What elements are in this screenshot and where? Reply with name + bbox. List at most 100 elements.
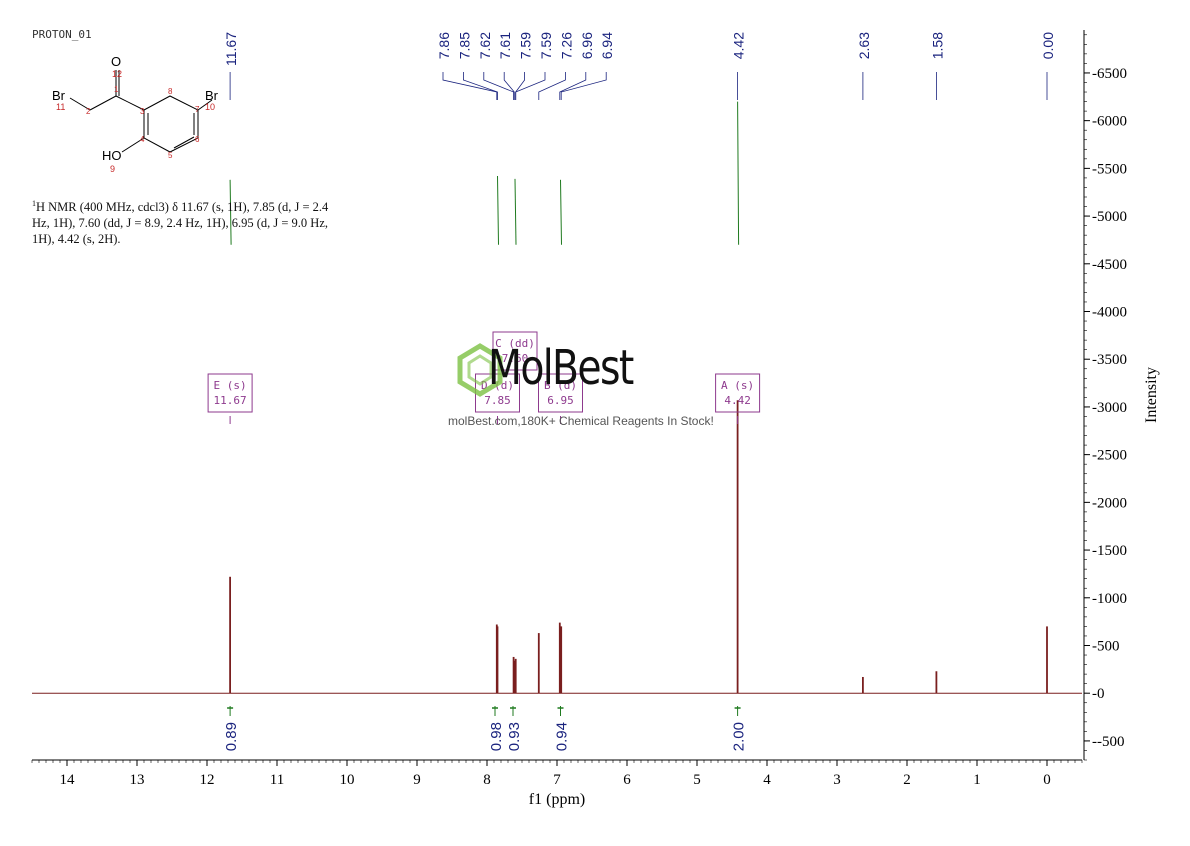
multiplet-shift: 4.42 — [724, 394, 751, 407]
peak-label: 2.63 — [856, 32, 872, 59]
multiplet-label: E (s) — [214, 379, 247, 392]
peak-label: 7.86 — [436, 32, 452, 59]
atom-number: 9 — [110, 164, 115, 174]
x-tick-label: 13 — [130, 772, 145, 788]
atom-label: Br — [205, 88, 219, 103]
integral-curve — [229, 179, 232, 245]
peak-labels-layer: 11.67 7.86 7.85 7.62 7.61 7.59 7.59 7.26 6.96 6.9… — [223, 32, 1056, 100]
integral-curve — [497, 175, 499, 245]
carbon-number: 4 — [140, 135, 145, 144]
peak-label-leader — [483, 72, 514, 100]
multiplet-label: B (d) — [544, 379, 577, 392]
atom-number: 10 — [205, 102, 215, 112]
multiplet-shift: 6.95 — [547, 394, 574, 407]
peak-label: 11.67 — [223, 32, 239, 66]
watermark-brand: MolBest — [488, 340, 634, 396]
peak-label: 1.58 — [929, 32, 945, 59]
y-axis-label: Intensity — [1143, 367, 1160, 423]
peak-label: 6.96 — [579, 32, 595, 59]
integral-value: 0.89 — [223, 722, 240, 751]
integral-value: 2.00 — [731, 722, 748, 751]
x-tick-label: 14 — [60, 772, 76, 788]
y-tick-label: -5500 — [1092, 161, 1127, 177]
atom-label: Br — [52, 88, 66, 103]
spectrum-layer — [32, 400, 1082, 694]
nmr-summary-text: 1H NMR (400 MHz, cdcl3) δ 11.67 (s, 1H),… — [32, 196, 342, 247]
multiplet-box — [207, 373, 253, 413]
atom-number: 11 — [56, 102, 65, 112]
y-tick-label: -0 — [1092, 686, 1105, 702]
carbon-number: 1 — [114, 85, 119, 94]
multiplet-label: C (dd) — [495, 337, 535, 350]
peak-label: 7.59 — [538, 32, 554, 59]
peak-label-leader — [559, 72, 587, 100]
carbon-number: 6 — [195, 135, 200, 144]
x-tick-label: 0 — [1043, 772, 1051, 788]
watermark-tagline: molBest.com,180K+ Chemical Reagents In S… — [448, 414, 714, 428]
x-tick-label: 11 — [270, 772, 284, 788]
axes-layer: 14 13 12 11 10 9 8 7 6 5 4 3 2 1 0f1 (ppm)--500-0-500-… — [31, 30, 1160, 808]
peak-label: 7.85 — [456, 32, 472, 59]
x-tick-label: 9 — [413, 772, 421, 788]
carbon-number: 7 — [195, 105, 200, 114]
multiplet-shift: 11.67 — [214, 394, 247, 407]
peak-label: 7.59 — [518, 32, 534, 59]
multiplet-label: A (s) — [721, 379, 754, 392]
watermark-logo-icon — [457, 343, 503, 397]
integral-value: 0.94 — [554, 722, 571, 751]
multiplet-box — [538, 373, 583, 413]
peak-label: 4.42 — [731, 32, 747, 59]
multiplet-shift: 7.60 — [502, 352, 529, 365]
atom-label: HO — [102, 148, 122, 163]
x-tick-label: 3 — [833, 772, 841, 788]
peak-label-leader — [503, 72, 515, 100]
peak-label-leader — [442, 72, 498, 100]
integral-value: 0.98 — [488, 722, 505, 751]
multiplet-box — [715, 373, 761, 413]
x-axis-label: f1 (ppm) — [529, 791, 585, 808]
y-tick-label: -6000 — [1092, 114, 1127, 130]
peak-label-leader — [462, 72, 498, 100]
y-tick-label: -1000 — [1092, 591, 1127, 607]
carbon-number: 2 — [86, 107, 91, 116]
x-tick-label: 7 — [553, 772, 561, 788]
x-tick-label: 10 — [340, 772, 355, 788]
peak-label-leader — [515, 72, 546, 100]
x-tick-label: 8 — [483, 772, 491, 788]
y-tick-label: --500 — [1092, 734, 1125, 750]
peak-label: 6.94 — [599, 32, 615, 59]
x-tick-label: 1 — [973, 772, 981, 788]
peak-label-leader — [560, 72, 607, 100]
x-tick-label: 4 — [763, 772, 771, 788]
y-tick-label: -5000 — [1092, 209, 1127, 225]
peak-label: 7.62 — [477, 32, 493, 59]
experiment-name: PROTON_01 — [32, 28, 92, 41]
multiplet-shift: 7.85 — [484, 394, 511, 407]
x-tick-label: 12 — [200, 772, 215, 788]
y-tick-label: -500 — [1092, 638, 1120, 654]
nucleus-superscript: 1 — [32, 199, 36, 208]
peak-label-leader — [538, 72, 566, 100]
integral-value: 0.93 — [506, 722, 523, 751]
peak-label: 7.61 — [497, 32, 513, 59]
y-tick-label: -3000 — [1092, 400, 1127, 416]
integral-curve — [560, 179, 562, 245]
integral-curves-layer — [229, 101, 740, 245]
integral-values-layer: 0.89 0.98 0.93 0.94 2.00 — [223, 706, 748, 751]
y-tick-label: -2000 — [1092, 495, 1127, 511]
atom-number: 12 — [112, 69, 122, 79]
carbon-number: 5 — [168, 151, 173, 160]
y-tick-label: -1500 — [1092, 543, 1127, 559]
peak-label: 7.26 — [558, 32, 574, 59]
x-tick-label: 6 — [623, 772, 631, 788]
carbon-number: 8 — [168, 87, 173, 96]
y-tick-label: -3500 — [1092, 352, 1127, 368]
x-tick-label: 2 — [903, 772, 911, 788]
carbon-number: 3 — [140, 107, 145, 116]
atom-label: O — [111, 54, 121, 69]
y-tick-label: -4000 — [1092, 305, 1127, 321]
peak-label: 0.00 — [1040, 32, 1056, 59]
nmr-summary-body: H NMR (400 MHz, cdcl3) δ 11.67 (s, 1H), … — [32, 200, 329, 247]
